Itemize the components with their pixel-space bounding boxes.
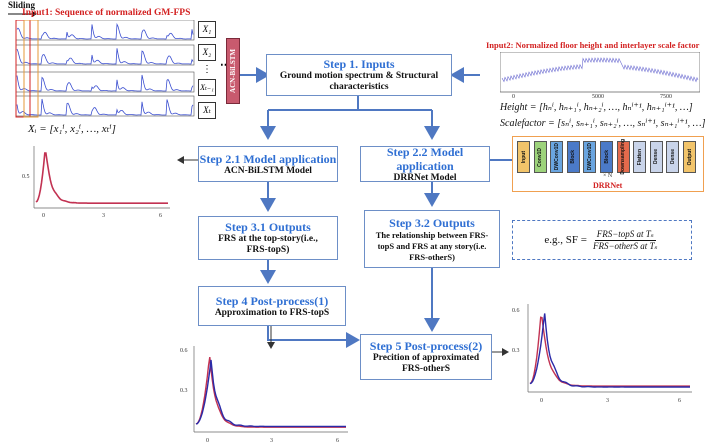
drrnet-block-label: Conv1D bbox=[537, 147, 544, 167]
sf-numerator: FRS−topS at Tₛ bbox=[594, 228, 656, 241]
lbtick-y1: 0.3 bbox=[180, 388, 188, 394]
drrnet-repeat-label: × N bbox=[603, 173, 613, 179]
acn-bilstm-bar: ACN-BiLSTM bbox=[226, 38, 240, 104]
drrnet-block-dense: Dense bbox=[649, 141, 663, 173]
svg-text:7500: 7500 bbox=[660, 94, 672, 98]
step1-title: Step 1. Inputs bbox=[323, 57, 395, 71]
step5-body: Precition of approximated FRS-otherS bbox=[372, 353, 480, 374]
drrnet-block-label: Flatten bbox=[636, 148, 643, 166]
step32-title: Step 3.2 Outputs bbox=[389, 215, 475, 230]
drrnet-block-dense: Dense bbox=[666, 141, 680, 173]
ltick-x0: 0 bbox=[42, 213, 45, 219]
svg-text:0: 0 bbox=[512, 94, 515, 98]
xt-1-label: Xₜ₋₁ bbox=[198, 79, 216, 96]
lbtick-x0: 0 bbox=[206, 438, 209, 444]
input1-x-labels: X₁ X₂ ⋮ Xₜ₋₁ Xₜ bbox=[198, 21, 216, 119]
drrnet-block-dwconv1d: DWConv1D bbox=[550, 141, 564, 173]
x1-label: X₁ bbox=[198, 21, 216, 38]
step22-box: Step 2.2 Model application DRRNet Model bbox=[360, 144, 490, 183]
step31-title: Step 3.1 Outputs bbox=[225, 220, 311, 234]
step1-box: Step 1. Inputs Ground motion spectrum & … bbox=[266, 54, 452, 96]
sliding-label: Sliding bbox=[8, 0, 36, 10]
sf-fraction: FRS−topS at Tₛ FRS−otherS at Tₛ bbox=[591, 229, 660, 252]
drrnet-block-label: Block bbox=[603, 150, 610, 164]
rtick-y0: 0.6 bbox=[512, 308, 520, 314]
x2-label: X₂ bbox=[198, 44, 216, 61]
input2-title: Input2: Normalized floor height and inte… bbox=[486, 40, 700, 50]
height-formula: Height = [hₙⁱ, hₙ₊₁ⁱ, hₙ₊₂ⁱ, …, hₙⁱ⁺¹, h… bbox=[500, 102, 693, 113]
step5-box: Step 5 Post-process(2) Precition of appr… bbox=[360, 334, 492, 380]
step32-box: Step 3.2 Outputs The relationship betwee… bbox=[364, 210, 500, 268]
drrnet-block-block: Block bbox=[600, 141, 613, 173]
step22-body: DRRNet Model bbox=[393, 172, 457, 183]
input2-panel: Input2: Normalized floor height and inte… bbox=[478, 40, 718, 140]
drrnet-block-label: Input bbox=[520, 150, 527, 164]
drrnet-block-flatten: Flatten bbox=[633, 141, 647, 173]
xt-label: Xₜ bbox=[198, 102, 216, 119]
step31-box: Step 3.1 Outputs FRS at the top-story(i.… bbox=[198, 216, 338, 260]
sf-formula-box: e.g., SF = FRS−topS at Tₛ FRS−otherS at … bbox=[512, 220, 692, 260]
lbtick-y0: 0.6 bbox=[180, 348, 188, 354]
step21-title: Step 2.1 Model application bbox=[199, 151, 337, 166]
drrnet-block-output: Output bbox=[683, 141, 696, 173]
ltick-x2: 6 bbox=[159, 213, 162, 219]
input1-formula: Xᵢ = [x₁ⁱ, x₂ⁱ, …, xₜⁱ] bbox=[28, 123, 116, 135]
sf-denominator: FRS−otherS at Tₛ bbox=[592, 240, 658, 251]
step4-body: Approximation to FRS-topS bbox=[214, 307, 330, 318]
acn-bilstm-label: ACN-BiLSTM bbox=[229, 49, 237, 93]
ltick-y: 0.5 bbox=[22, 174, 30, 180]
drrnet-block-label: Block bbox=[570, 150, 577, 164]
step4-box: Step 4 Post-process(1) Approximation to … bbox=[198, 286, 346, 326]
step21-body: ACN-BiLSTM Model bbox=[224, 165, 312, 176]
drrnet-block-label: DWConv1D bbox=[586, 143, 593, 171]
step32-body: The relationship between FRS-topS and FR… bbox=[375, 229, 489, 262]
step1-body: Ground motion spectrum & Structural char… bbox=[279, 71, 439, 92]
rtick-x1: 3 bbox=[606, 398, 609, 404]
drrnet-block-label: Output bbox=[686, 148, 693, 166]
x-ellipsis: ⋮ bbox=[202, 64, 212, 75]
drrnet-label: DRRNet bbox=[593, 181, 623, 190]
floor-height-plot: 0 5000 7500 bbox=[500, 52, 700, 98]
step31-body: FRS at the top-story(i.e., FRS-topS) bbox=[218, 234, 318, 255]
lbtick-x1: 3 bbox=[270, 438, 273, 444]
drrnet-block-label: Downsampling bbox=[620, 139, 627, 175]
drrnet-block-conv1d: Conv1D bbox=[533, 141, 547, 173]
drrnet-block-block: Block bbox=[566, 141, 580, 173]
drrnet-block-input: Input bbox=[517, 141, 530, 173]
drrnet-block-dwconv1d: DWConv1D bbox=[583, 141, 597, 173]
rtick-x0: 0 bbox=[540, 398, 543, 404]
drrnet-block-label: DWConv1D bbox=[553, 143, 560, 171]
rtick-x2: 6 bbox=[678, 398, 681, 404]
input1-dots: ⋯ bbox=[220, 58, 231, 71]
input1-panel: Sliding Input1: Sequence of normalized G… bbox=[2, 0, 240, 140]
step22-title: Step 2.2 Model application bbox=[386, 144, 464, 173]
input1-title: Input1: Sequence of normalized GM-FPS bbox=[22, 8, 191, 18]
sf-prefix: e.g., SF = bbox=[544, 234, 587, 246]
plot-frs-other-approx: 0.6 0.3 0 3 6 bbox=[512, 304, 692, 404]
lbtick-x2: 6 bbox=[336, 438, 339, 444]
ltick-x1: 3 bbox=[102, 213, 105, 219]
plot-frs-top-predicted: 0.5 0 3 6 bbox=[22, 146, 170, 219]
drrnet-blocks: Input Conv1D DWConv1D Block DWConv1D Block Dow… bbox=[517, 139, 701, 177]
plot-frs-top-approx: 0.6 0.3 0 3 6 bbox=[180, 346, 348, 444]
sliding-arrow-icon bbox=[8, 11, 37, 17]
step21-box: Step 2.1 Model application ACN-BiLSTM Mo… bbox=[198, 146, 338, 182]
gmfps-sequence-plots bbox=[15, 20, 195, 118]
rtick-y1: 0.3 bbox=[512, 348, 520, 354]
step5-title: Step 5 Post-process(2) bbox=[369, 339, 483, 353]
drrnet-block-label: Dense bbox=[653, 149, 660, 165]
drrnet-block-label: Dense bbox=[669, 149, 676, 165]
step4-title: Step 4 Post-process(1) bbox=[215, 293, 329, 308]
scalefactor-formula: Scalefactor = [sₙⁱ, sₙ₊₁ⁱ, sₙ₊₂ⁱ, …, sₙⁱ… bbox=[500, 118, 706, 129]
drrnet-diagram: Input Conv1D DWConv1D Block DWConv1D Block Dow… bbox=[512, 136, 704, 192]
drrnet-block-downsampling: Downsampling bbox=[616, 139, 630, 175]
svg-text:5000: 5000 bbox=[592, 94, 604, 98]
